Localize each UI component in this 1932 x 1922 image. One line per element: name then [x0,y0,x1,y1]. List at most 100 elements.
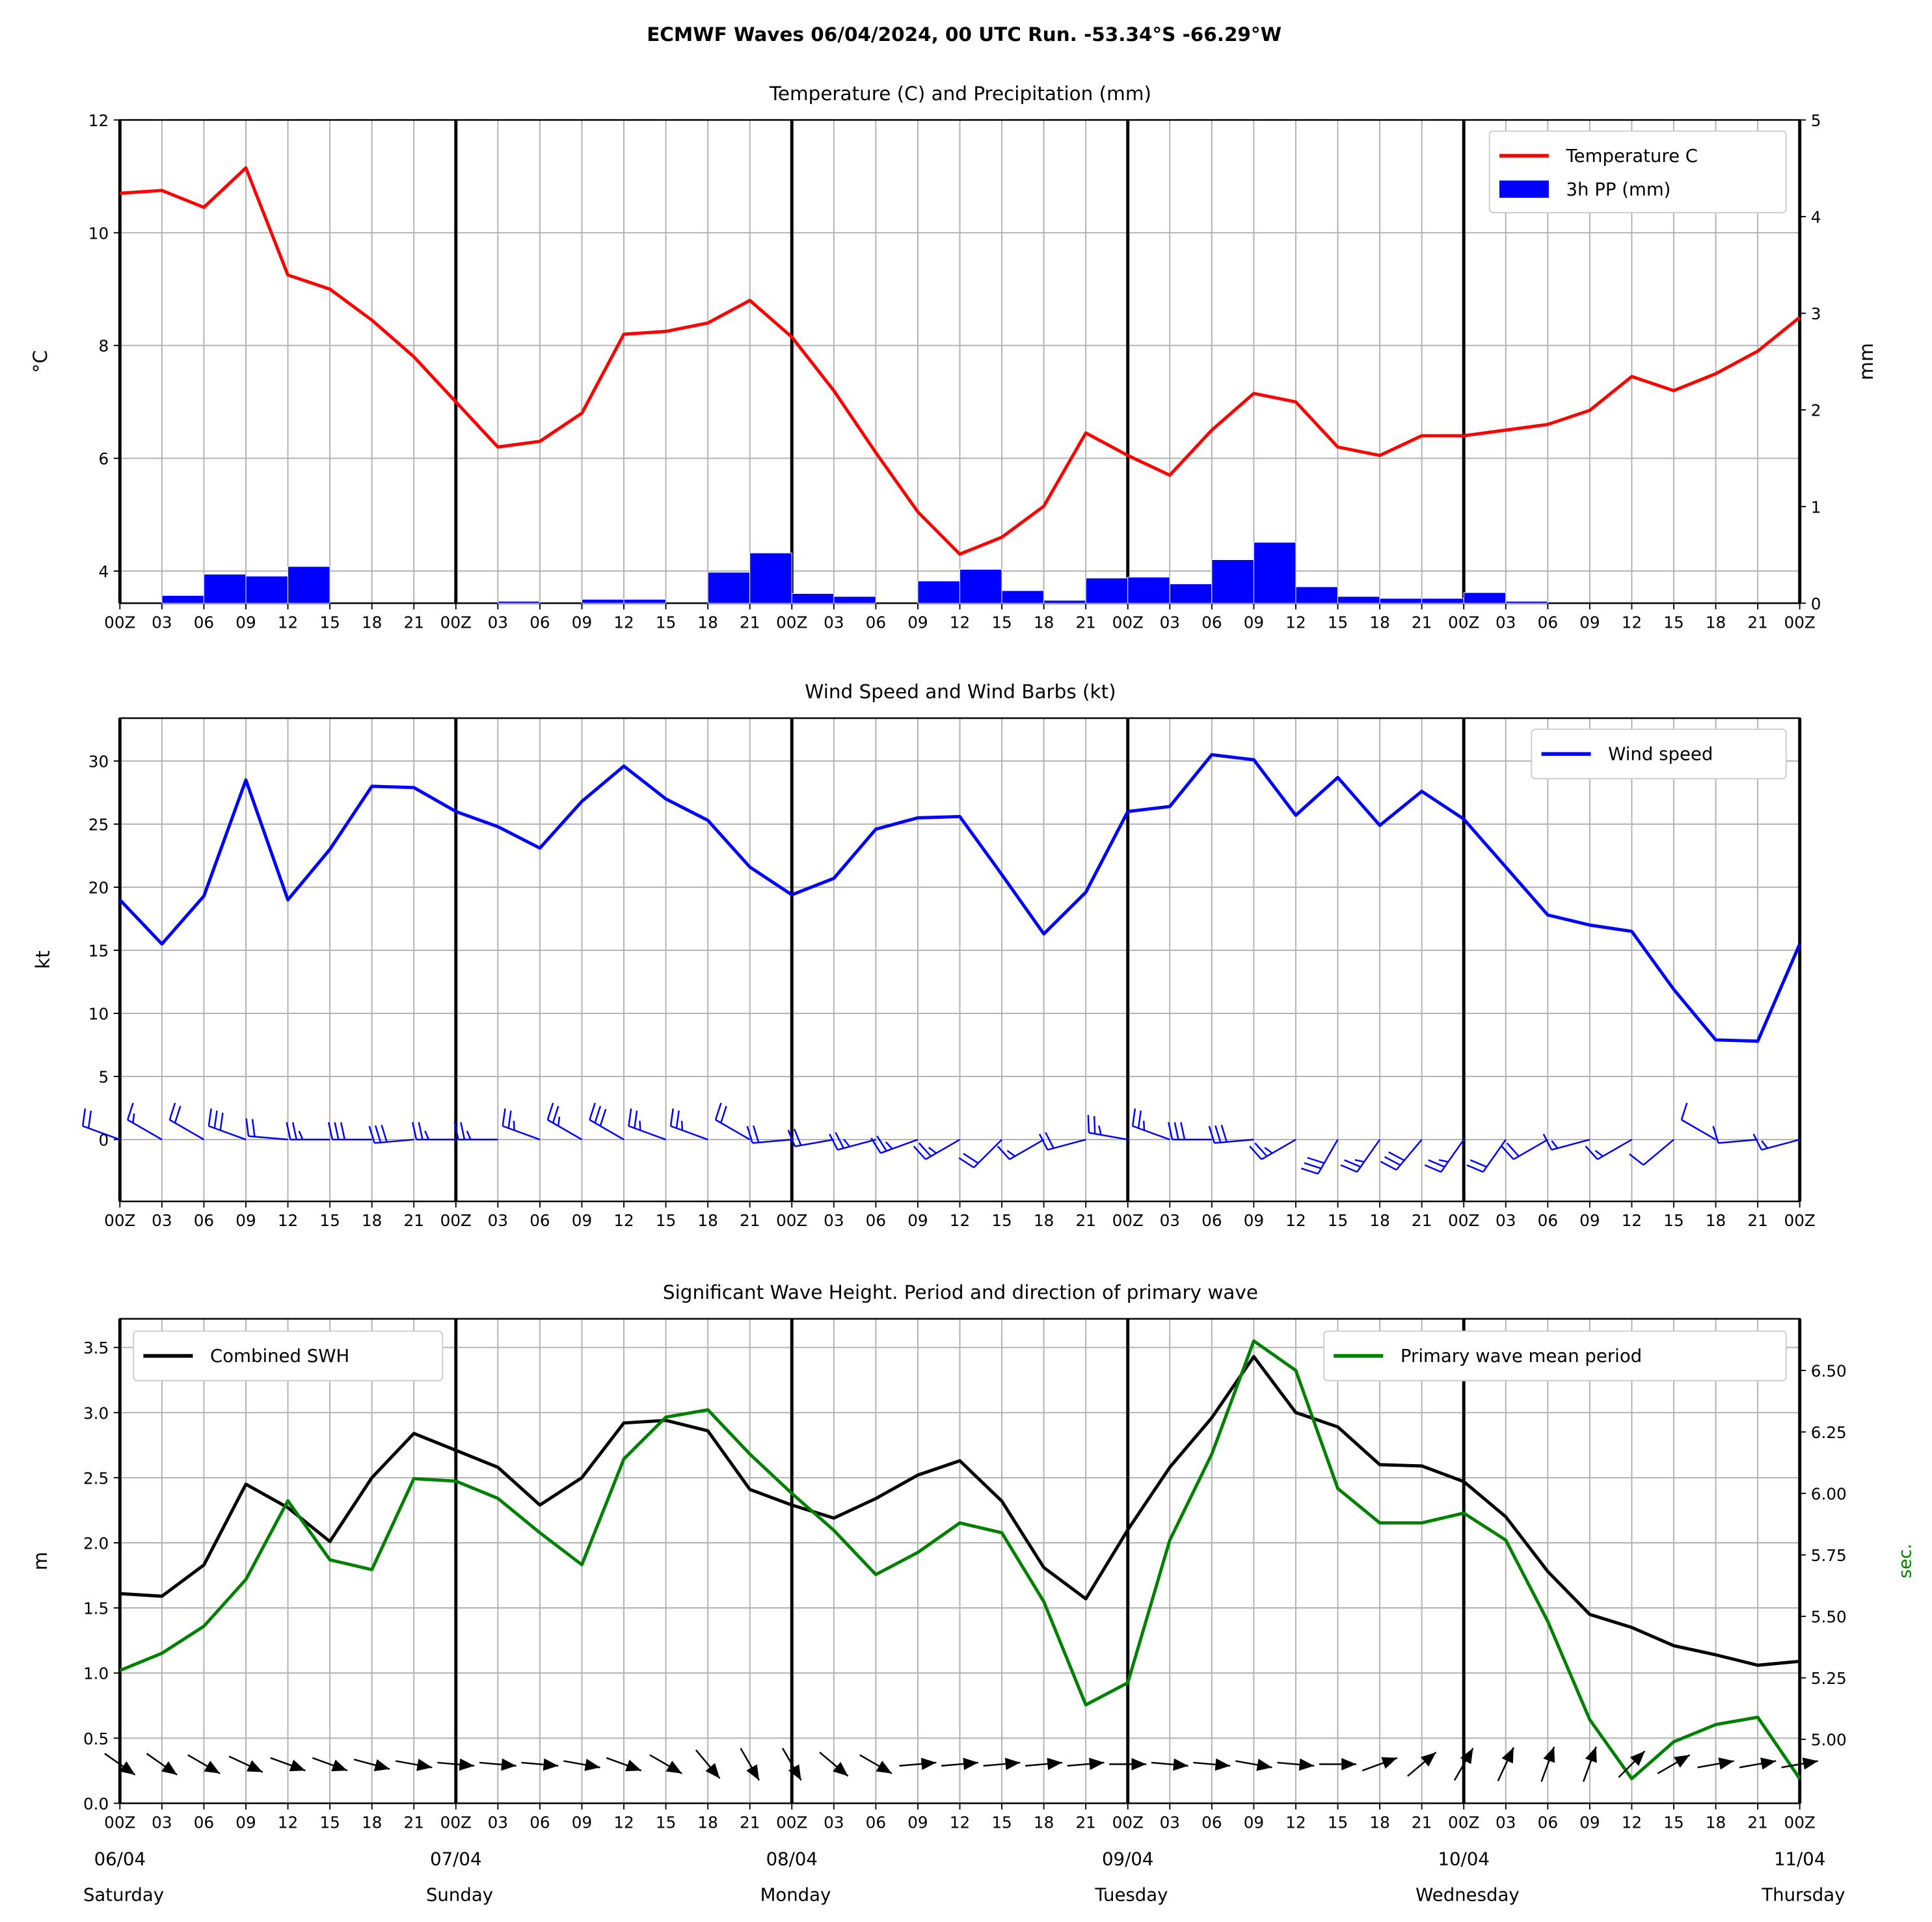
wave-direction-arrow [353,1758,390,1772]
wave-direction-arrow [1697,1757,1734,1770]
wind-barb [208,1108,247,1141]
x-tick-label: 09 [907,613,928,632]
wave-direction-arrow [104,1753,136,1776]
legend [1488,130,1787,213]
x-tick-label: 18 [1706,1211,1726,1230]
x-tick-label: 21 [1747,613,1767,632]
wind-barb [870,1135,919,1154]
wave-direction-arrow [899,1757,937,1770]
wave-direction-arrow [437,1758,475,1771]
precip-bar [749,552,792,604]
y-right-tick-label: 3 [1811,304,1821,323]
wind-barb [1542,1133,1590,1151]
x-tick-label: 09 [572,613,592,632]
y-tick-label: 12 [88,111,109,130]
y-right-tick-label: 1 [1811,498,1821,516]
wave-direction-arrow [1235,1759,1272,1771]
x-tick-label: 06 [1201,1813,1222,1832]
y-tick-label: 4 [98,562,109,581]
y-tick-label: 0.5 [83,1729,109,1748]
x-tick-label: 03 [1496,1813,1516,1832]
y-tick-label: 6 [98,449,109,468]
precip-bar [1337,596,1380,604]
y-tick-label: 15 [88,942,109,961]
wave-direction-arrow [395,1759,433,1771]
weekday-label: Saturday [83,1885,164,1906]
wave-direction-arrow [859,1754,892,1774]
y-right-tick-label: 5.00 [1811,1731,1847,1750]
x-tick-label: 09 [1244,1813,1264,1832]
x-tick-label: 03 [1160,1211,1180,1230]
x-tick-label: 03 [1496,1211,1516,1230]
legend-label: Combined SWH [210,1346,349,1367]
x-tick-label: 15 [1663,613,1684,632]
x-tick-label: 09 [1244,613,1264,632]
x-tick-label: 06 [866,1211,886,1230]
x-tick-label: 00Z [1784,613,1816,632]
y-axis-label: m [29,1552,51,1571]
y-tick-label: 30 [88,753,109,771]
x-tick-label: 00Z [1448,613,1479,632]
wind-barb [1168,1122,1212,1141]
x-tick-label: 06 [1538,1813,1558,1832]
date-label: 07/04 [430,1849,481,1869]
date-label: 06/04 [94,1849,146,1869]
x-tick-label: 06 [530,1813,550,1832]
weekday-label: Tuesday [1094,1885,1168,1906]
x-tick-label: 12 [613,1813,634,1832]
wave-direction-arrow [819,1752,849,1777]
wind-barb [1712,1125,1758,1144]
plot-frame [119,1318,1801,1804]
date-label: 08/04 [766,1849,818,1869]
x-tick-label: 09 [572,1211,592,1230]
precip-bar [581,598,624,604]
legend-label: Wind speed [1608,744,1713,765]
x-tick-label: 12 [613,1211,634,1230]
legend [1323,1330,1787,1381]
x-tick-label: 06 [1538,613,1558,632]
x-tick-label: 15 [1328,1211,1348,1230]
x-tick-label: 00Z [776,613,807,632]
wave-direction-arrow [1319,1757,1357,1770]
precip-bar [1169,583,1213,604]
precip-bar [1043,600,1086,604]
wind-speed-line [118,753,1801,1043]
wave-direction-arrow [1497,1747,1514,1782]
x-tick-label: 09 [572,1813,592,1832]
x-tick-label: 06 [1538,1211,1558,1230]
wave-direction-arrow [1277,1758,1315,1771]
precip-bar [245,576,289,604]
x-tick-label: 12 [613,613,634,632]
precip-bar [707,572,751,604]
wave-direction-arrow [941,1757,979,1770]
x-tick-label: 00Z [1784,1813,1816,1832]
x-tick-label: 15 [656,1813,676,1832]
wind-barb [787,1128,835,1147]
x-tick-label: 21 [1075,1813,1095,1832]
y-right-tick-label: 2 [1811,401,1821,420]
y-right-tick-label: 6.00 [1811,1485,1847,1504]
y-tick-label: 2.5 [83,1469,109,1488]
x-tick-label: 15 [656,1211,676,1230]
swh-line [120,1355,1800,1667]
x-tick-label: 03 [488,613,508,632]
x-tick-label: 15 [991,613,1012,632]
weekday-label: Monday [760,1885,831,1906]
wave-direction-arrow [146,1753,178,1776]
x-tick-label: 00Z [104,613,135,632]
wave-direction-arrow [983,1757,1021,1770]
wave-direction-arrow [479,1758,517,1771]
wind-barb [412,1122,456,1141]
wave-direction-arrow [1151,1758,1188,1771]
panel-title: Wind Speed and Wind Barbs (kt) [805,681,1116,703]
x-tick-label: 00Z [1784,1211,1816,1230]
precip-bar [791,593,835,604]
y-tick-label: 1.5 [83,1599,109,1618]
precip-bar [1379,598,1423,604]
wind-barb [1585,1138,1633,1160]
x-tick-label: 18 [1034,613,1054,632]
wind-barb [1087,1115,1128,1141]
plot-frame [119,717,1801,1203]
y-right-tick-label: 5.50 [1811,1608,1847,1627]
precip-bar [288,566,330,604]
